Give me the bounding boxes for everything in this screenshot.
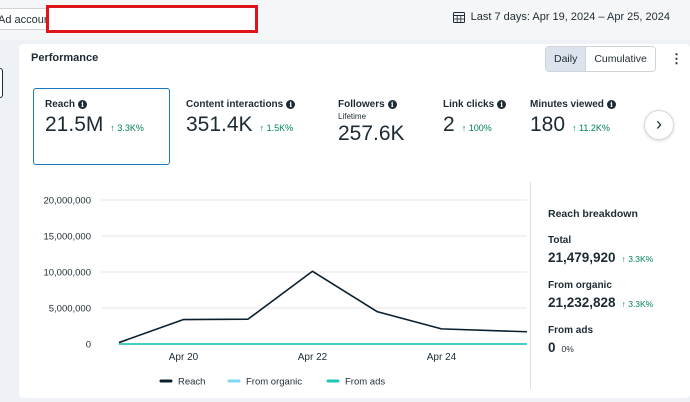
metric-value: 21.5M	[45, 113, 104, 136]
metric-change: ↑ 11.2K%	[572, 123, 610, 133]
metric-label: Minutes viewed	[530, 99, 604, 110]
metric-value: 351.4K	[186, 113, 253, 136]
reach-line-chart: 0 5,000,000 10,000,000 15,000,000 20,000,000…	[43, 196, 528, 388]
info-icon[interactable]: i	[497, 100, 507, 109]
metric-label: Followers	[338, 99, 385, 110]
breakdown-organic-label: From organic	[548, 280, 612, 291]
legend-label: From organic	[246, 377, 302, 388]
metric-reach[interactable]: Reach i 21.5M ↑ 3.3K%	[33, 88, 170, 165]
y-tick-label: 20,000,000	[43, 196, 91, 207]
calendar-icon	[452, 12, 465, 23]
breakdown-ads-value: 0	[548, 340, 556, 355]
metric-label: Reach	[45, 99, 76, 110]
x-tick-label: Apr 22	[298, 352, 328, 363]
x-tick-label: Apr 24	[427, 352, 457, 363]
y-tick-label: 10,000,000	[43, 268, 91, 279]
redacted-account-name	[46, 5, 258, 33]
x-tick-label: Apr 20	[169, 352, 199, 363]
performance-title: Performance	[31, 52, 99, 64]
info-icon[interactable]: i	[606, 100, 616, 109]
breakdown-ads-change: 0%	[561, 344, 574, 354]
metric-value: 2	[443, 113, 455, 136]
breakdown-divider	[530, 182, 531, 389]
series-line-reach	[118, 270, 528, 344]
metric-value: 180	[530, 113, 566, 136]
top-bar: Ad accour Last 7 days: Apr 19, 2024 – Ap…	[0, 0, 690, 40]
metric-minutes-viewed[interactable]: Minutes viewed i 180 ↑ 11.2K%	[530, 88, 640, 165]
metric-label: Link clicks	[443, 99, 495, 110]
info-icon[interactable]: i	[78, 100, 88, 109]
performance-card: Performance Daily Cumulative ⋮ Reach i 21…	[19, 44, 690, 398]
info-icon[interactable]: i	[286, 100, 296, 109]
date-range-label: Last 7 days: Apr 19, 2024 – Apr 25, 2024	[470, 11, 670, 23]
breakdown-organic-value: 21,232,828	[548, 295, 616, 310]
metric-content-interactions[interactable]: Content interactions i 351.4K ↑ 1.5K%	[186, 88, 326, 165]
reach-breakdown: Reach breakdown Total 21,479,920 ↑ 3.3K%…	[548, 208, 688, 355]
metric-value: 257.6K	[338, 122, 405, 145]
legend-label: Reach	[178, 377, 205, 388]
next-metrics-button[interactable]: ›	[644, 110, 674, 140]
info-icon[interactable]: i	[387, 100, 397, 109]
y-tick-label: 0	[86, 340, 91, 351]
breakdown-ads-label: From ads	[548, 325, 594, 336]
more-options-icon[interactable]: ⋮	[670, 51, 683, 66]
chevron-right-icon: ›	[656, 114, 662, 134]
daily-button[interactable]: Daily	[546, 47, 586, 71]
cumulative-button[interactable]: Cumulative	[585, 47, 655, 71]
metric-change: ↑ 3.3K%	[110, 123, 144, 133]
metric-followers[interactable]: Followers i Lifetime 257.6K	[338, 88, 438, 165]
metric-link-clicks[interactable]: Link clicks i 2 ↑ 100%	[443, 88, 528, 165]
metric-change: ↑ 100%	[461, 123, 492, 133]
metric-sublabel: Lifetime	[338, 112, 367, 121]
side-panel-tab[interactable]	[0, 68, 3, 98]
breakdown-total-value: 21,479,920	[548, 250, 616, 265]
breakdown-organic-change: ↑ 3.3K%	[621, 299, 654, 309]
breakdown-total-label: Total	[548, 235, 572, 246]
y-tick-label: 15,000,000	[43, 232, 91, 243]
breakdown-title: Reach breakdown	[548, 208, 638, 220]
metric-change: ↑ 1.5K%	[259, 123, 294, 133]
legend-label: From ads	[345, 377, 385, 388]
breakdown-total-change: ↑ 3.3K%	[621, 254, 654, 264]
y-tick-label: 5,000,000	[49, 304, 91, 315]
date-range-picker[interactable]: Last 7 days: Apr 19, 2024 – Apr 25, 2024	[452, 11, 670, 23]
view-toggle: Daily Cumulative	[545, 46, 656, 72]
metric-label: Content interactions	[186, 99, 284, 110]
